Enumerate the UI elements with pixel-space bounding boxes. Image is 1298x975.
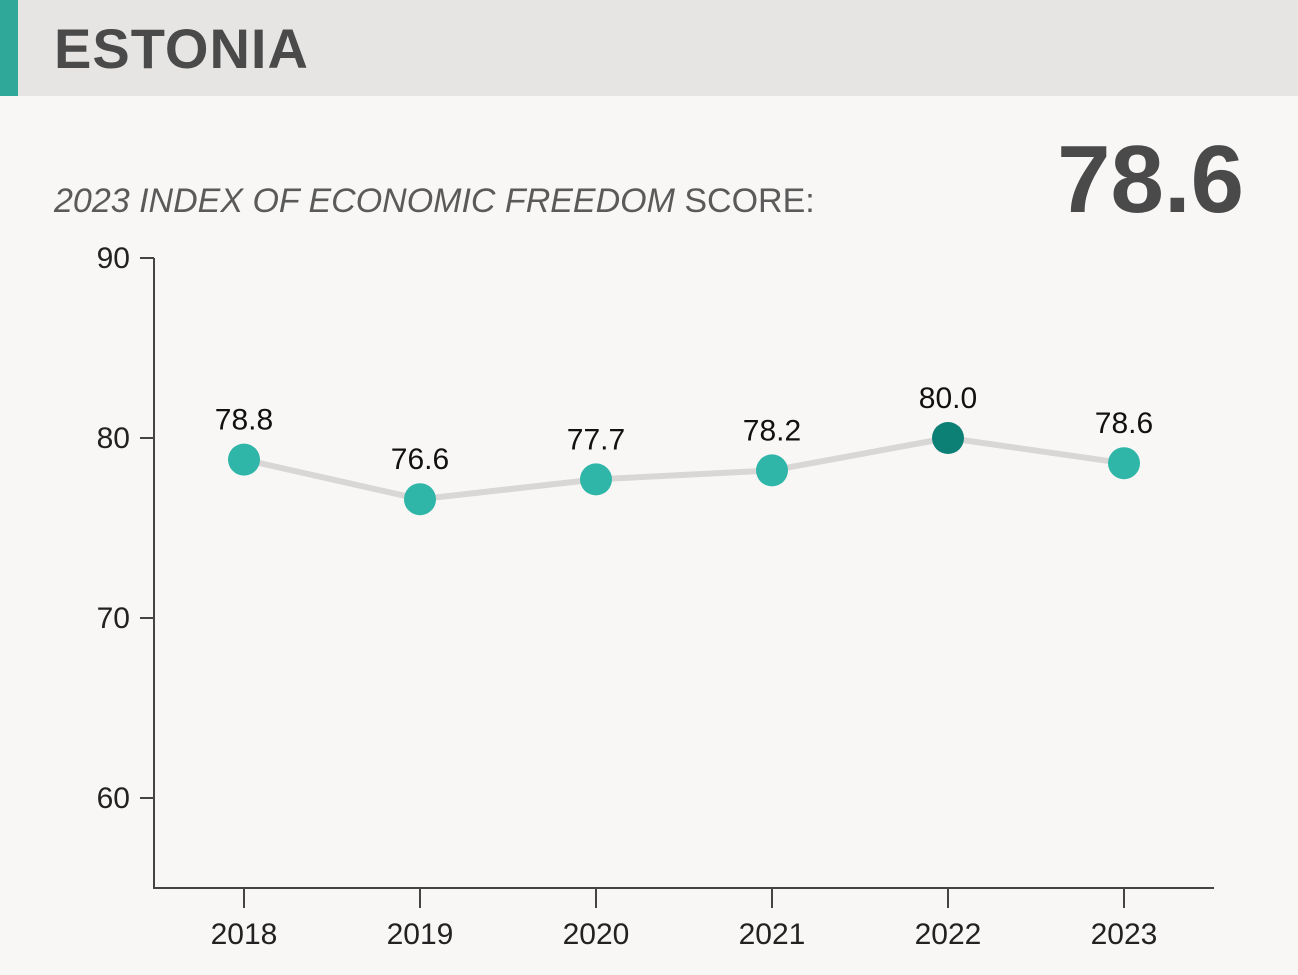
data-point-label: 78.8 xyxy=(215,404,273,437)
x-tick-label: 2018 xyxy=(211,918,278,951)
data-point-label: 78.6 xyxy=(1095,407,1153,440)
data-point-label: 77.7 xyxy=(567,423,625,456)
header-accent xyxy=(0,0,18,96)
score-row: 2023 INDEX OF ECONOMIC FREEDOM SCORE: 78… xyxy=(0,96,1298,228)
series-line xyxy=(244,438,1124,499)
score-label-emph: 2023 INDEX OF ECONOMIC FREEDOM xyxy=(54,182,675,220)
x-tick-label: 2019 xyxy=(387,918,454,951)
data-point xyxy=(932,422,964,454)
data-point xyxy=(228,444,260,476)
score-label: 2023 INDEX OF ECONOMIC FREEDOM SCORE: xyxy=(54,182,815,221)
y-tick-label: 80 xyxy=(97,422,130,455)
data-point xyxy=(404,483,436,515)
data-point-label: 80.0 xyxy=(919,382,977,415)
y-tick-label: 90 xyxy=(97,242,130,275)
chart-container: 60 70 80 90 2018 2019 2020 2021 2022 2023 78.8 76.6… xyxy=(0,228,1298,975)
y-tick-label: 70 xyxy=(97,602,130,635)
data-point-label: 76.6 xyxy=(391,443,449,476)
data-point xyxy=(1108,447,1140,479)
data-point xyxy=(580,463,612,495)
y-tick-label: 60 xyxy=(97,782,130,815)
score-label-suffix: SCORE: xyxy=(675,182,815,220)
header-bar: ESTONIA xyxy=(0,0,1298,96)
data-point-label: 78.2 xyxy=(743,414,801,447)
x-tick-label: 2023 xyxy=(1091,918,1158,951)
x-tick-label: 2022 xyxy=(915,918,982,951)
score-value: 78.6 xyxy=(1057,132,1244,228)
line-chart: 60 70 80 90 2018 2019 2020 2021 2022 2023 78.8 76.6… xyxy=(54,238,1244,958)
chart-axes xyxy=(154,258,1214,888)
page-title: ESTONIA xyxy=(54,16,309,81)
data-point xyxy=(756,454,788,486)
x-tick-label: 2021 xyxy=(739,918,806,951)
x-tick-label: 2020 xyxy=(563,918,630,951)
